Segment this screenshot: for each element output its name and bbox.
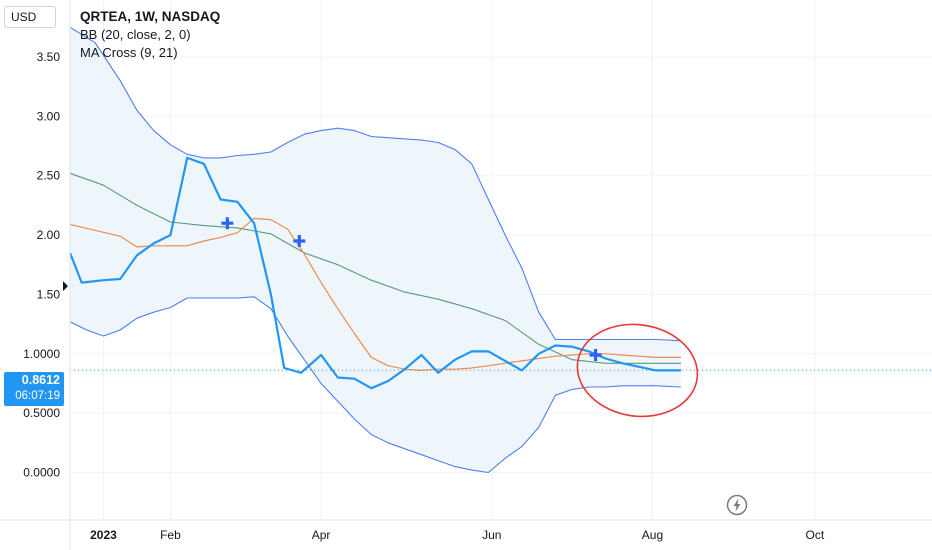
y-tick-label: 2.50 (37, 169, 61, 183)
x-tick-label: Apr (312, 528, 331, 542)
y-tick-label: 0.5000 (23, 406, 60, 420)
x-tick-label: 2023 (90, 528, 117, 542)
price-line (68, 156, 681, 390)
ma-cross-marker (221, 217, 234, 230)
price-axis-marker (63, 281, 68, 292)
x-tick-label: Jun (482, 528, 501, 542)
chart-legend: QRTEA, 1W, NASDAQ BB (20, close, 2, 0) M… (80, 8, 220, 62)
bar-countdown: 06:07:19 (15, 390, 60, 402)
x-tick-label: Feb (160, 528, 181, 542)
last-price-value: 0.8612 (21, 373, 60, 387)
series-layer (68, 26, 932, 474)
y-tick-label: 1.50 (37, 287, 61, 301)
ma-fast-line (69, 217, 681, 371)
currency-selector[interactable]: USD (4, 6, 56, 28)
lightning-icon[interactable] (726, 494, 748, 516)
x-tick-label: Oct (805, 528, 824, 542)
y-tick-label: 1.0000 (23, 347, 60, 361)
legend-title: QRTEA, 1W, NASDAQ (80, 9, 221, 24)
ma-cross-marker (589, 348, 602, 361)
bb-upper-line (69, 26, 681, 342)
annotation-layer (576, 323, 699, 418)
legend-bb: BB (20, close, 2, 0) (80, 27, 191, 42)
y-tick-label: 2.00 (37, 228, 61, 242)
y-tick-label: 3.50 (37, 50, 61, 64)
legend-ma: MA Cross (9, 21) (80, 45, 178, 60)
x-tick-label: Aug (642, 528, 663, 542)
bollinger-fill (70, 27, 681, 473)
ma-cross-marker (293, 235, 306, 248)
last-price-badge: 0.8612 06:07:19 (4, 372, 64, 406)
y-tick-label: 0.0000 (23, 466, 60, 480)
bb-basis-line (69, 172, 681, 364)
cross-markers (221, 217, 602, 361)
bb-band-area (70, 27, 681, 473)
annotation-ellipse (576, 323, 699, 418)
y-tick-label: 3.00 (37, 109, 61, 123)
bb-lower-line (69, 296, 681, 474)
